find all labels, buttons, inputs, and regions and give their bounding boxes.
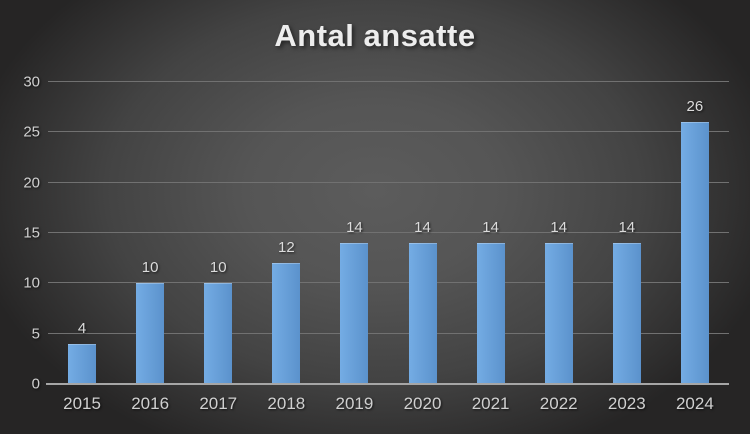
bar-value-label-2016: 10 xyxy=(141,259,159,277)
bar-slot-2018: 12 xyxy=(252,82,320,384)
plot-area: 4 10 10 12 14 14 14 14 14 26 xyxy=(46,81,729,385)
gridline-5 xyxy=(48,332,729,334)
bar-value-label-2023: 14 xyxy=(618,219,636,237)
x-axis: 2015 2016 2017 2018 2019 2020 2021 2022 2023 2024 xyxy=(48,394,729,414)
bar-slot-2022: 14 xyxy=(525,82,593,384)
gridline-25 xyxy=(48,131,729,133)
bar-2018 xyxy=(272,263,301,384)
bar-2024 xyxy=(680,122,709,384)
x-tick-label-2018: 2018 xyxy=(267,394,306,413)
x-tick-label-2019: 2019 xyxy=(335,394,374,413)
bar-slot-2023: 14 xyxy=(593,82,661,384)
y-tick-label-5: 5 xyxy=(31,325,40,343)
x-tick-label-2024: 2024 xyxy=(675,394,714,413)
gridline-15 xyxy=(48,232,729,233)
bar-value-label-2024: 26 xyxy=(686,98,704,116)
bar-value-label-2017: 10 xyxy=(209,259,227,277)
bar-value-label-2015: 4 xyxy=(77,319,87,337)
gridline-30 xyxy=(48,81,729,82)
bar-2022 xyxy=(544,243,573,384)
gridline-20 xyxy=(48,181,729,183)
bar-value-label-2020: 14 xyxy=(414,219,431,237)
bar-2019 xyxy=(340,243,369,384)
bar-2020 xyxy=(408,243,437,384)
bar-slot-2024: 26 xyxy=(661,82,729,384)
x-tick-label-2021: 2021 xyxy=(471,394,510,413)
gridline-10 xyxy=(48,282,729,284)
x-tick-label-2022: 2022 xyxy=(539,394,578,413)
bar-2015 xyxy=(68,343,97,384)
bar-slot-2021: 14 xyxy=(457,82,525,384)
bar-slot-2016: 10 xyxy=(116,82,184,384)
bars-container: 4 10 10 12 14 14 14 14 14 26 xyxy=(48,82,729,384)
y-tick-label-20: 20 xyxy=(23,174,40,192)
bar-slot-2017: 10 xyxy=(184,82,252,384)
y-tick-label-15: 15 xyxy=(23,224,40,242)
chart-title: Antal ansatte xyxy=(274,18,476,53)
bar-slot-2015: 4 xyxy=(48,82,116,384)
x-tick-label-2023: 2023 xyxy=(607,394,646,413)
y-axis: 0 5 10 15 20 25 30 xyxy=(0,75,40,392)
bar-value-label-2018: 12 xyxy=(277,239,295,257)
bar-value-label-2019: 14 xyxy=(346,219,363,237)
bar-value-label-2022: 14 xyxy=(550,219,568,237)
bar-2023 xyxy=(612,243,641,384)
x-tick-label-2015: 2015 xyxy=(63,394,101,413)
x-tick-label-2017: 2017 xyxy=(199,394,238,413)
y-tick-label-25: 25 xyxy=(23,123,40,141)
bar-2016 xyxy=(136,283,165,384)
x-tick-label-2020: 2020 xyxy=(403,394,442,413)
bar-2021 xyxy=(476,243,505,384)
bar-2017 xyxy=(204,283,233,384)
bar-value-label-2021: 14 xyxy=(482,219,499,237)
y-tick-label-10: 10 xyxy=(23,274,40,292)
x-axis-line xyxy=(46,383,729,385)
y-tick-label-0: 0 xyxy=(31,375,40,393)
bar-slot-2020: 14 xyxy=(388,82,456,384)
bar-slot-2019: 14 xyxy=(320,82,388,384)
y-tick-label-30: 30 xyxy=(23,73,40,91)
x-tick-label-2016: 2016 xyxy=(131,394,170,413)
